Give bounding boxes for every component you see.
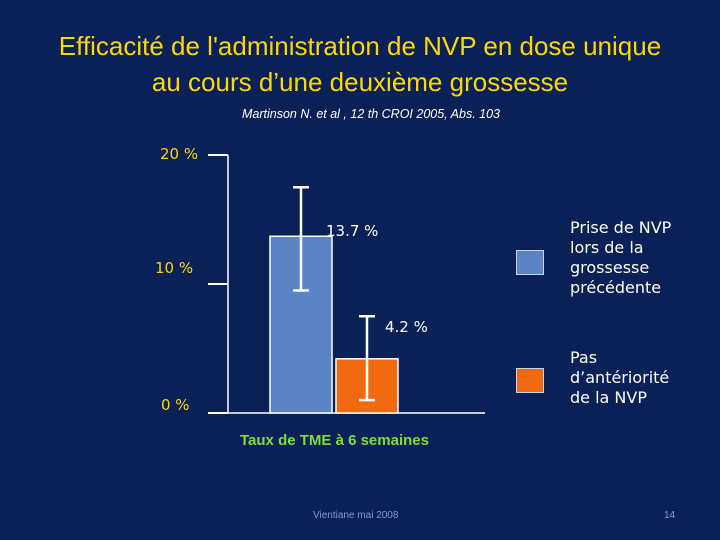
footer-text: Vientiane mai 2008 <box>313 510 399 521</box>
x-axis-label: Taux de TME à 6 semaines <box>240 432 429 449</box>
title-line-2: au cours d’une deuxième grossesse <box>151 67 569 97</box>
legend-line: Pas <box>570 348 598 367</box>
slide-title: Efficacité de l'administration de NVP en… <box>0 28 720 100</box>
title-line-1: Efficacité de l'administration de NVP en… <box>58 31 662 61</box>
y-tick-label-20: 20 % <box>160 145 199 163</box>
data-label-no-nvp: 4.2 % <box>385 318 428 336</box>
data-label-nvp-previous: 13.7 % <box>326 222 379 240</box>
page-number: 14 <box>664 510 676 521</box>
legend-line: de la NVP <box>570 388 647 407</box>
legend-swatch-nvp-previous <box>516 250 544 275</box>
legend-swatch-no-nvp <box>516 368 544 393</box>
legend-line: grossesse <box>570 258 650 277</box>
y-tick-label-10: 10 % <box>155 259 194 277</box>
legend-line: précédente <box>570 278 662 297</box>
legend-line: lors de la <box>570 238 644 257</box>
legend-line: Prise de NVP <box>570 218 672 237</box>
legend-line: d’antériorité <box>570 368 670 387</box>
y-tick-label-0: 0 % <box>161 396 190 414</box>
legend-label-nvp-previous: Prise de NVP lors de la grossesse précéd… <box>570 218 671 298</box>
citation: Martinson N. et al , 12 th CROI 2005, Ab… <box>242 107 501 121</box>
legend-label-no-nvp: Pas d’antériorité de la NVP <box>570 348 669 408</box>
